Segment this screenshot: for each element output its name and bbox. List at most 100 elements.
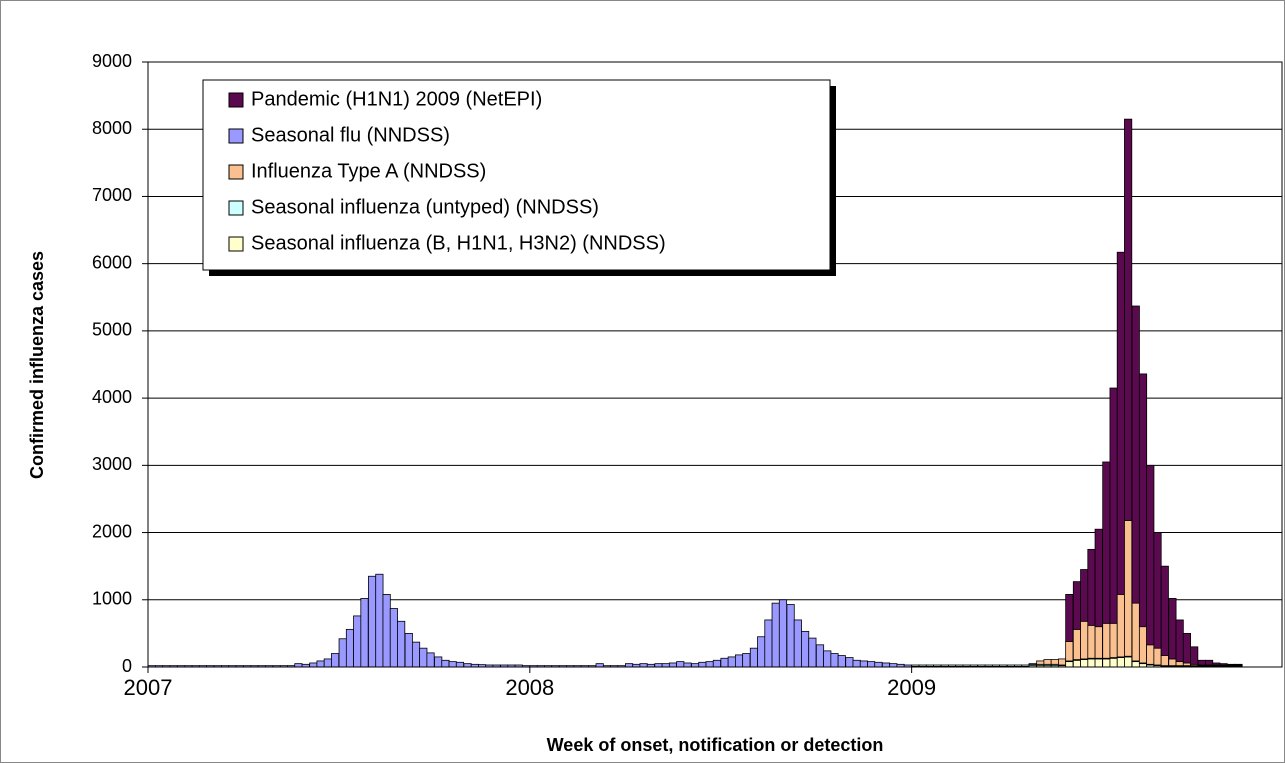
bar-segment	[323, 658, 332, 668]
bar-segment	[1065, 594, 1074, 642]
bar-segment	[852, 659, 861, 668]
bar-segment	[419, 647, 428, 668]
legend-label: Seasonal influenza (untyped) (NNDSS)	[251, 196, 599, 218]
bar-segment	[771, 602, 780, 668]
bar-segment	[1087, 548, 1096, 626]
bar-segment	[1116, 594, 1125, 658]
bar-segment	[859, 660, 868, 668]
legend-swatch	[228, 164, 244, 180]
bar-segment	[1138, 626, 1148, 664]
bar-segment	[1102, 658, 1111, 668]
bar-segment	[778, 599, 788, 668]
bar-segment	[1094, 658, 1103, 668]
bar-segment	[368, 575, 377, 668]
bar-segment	[1131, 305, 1140, 604]
y-tick-label: 7000	[92, 185, 132, 205]
bar-segment	[1043, 659, 1052, 665]
bar-segment	[1124, 656, 1133, 668]
bar-segment	[940, 664, 949, 667]
y-tick-label: 0	[122, 656, 132, 676]
bar-segment	[309, 662, 318, 668]
y-axis-label: Confirmed influenza cases	[27, 251, 47, 479]
bar-segment	[962, 664, 971, 667]
bar-segment	[1087, 658, 1096, 668]
bar-segment	[1109, 657, 1118, 668]
bar-segment	[801, 630, 810, 668]
bar-segment	[1072, 659, 1082, 668]
bar-segment	[705, 661, 714, 668]
bar-segment	[734, 654, 744, 668]
bar-segment	[749, 647, 759, 668]
bar-segment	[1065, 641, 1074, 662]
bar-segment	[1153, 647, 1162, 666]
bar-segment	[668, 662, 678, 668]
bar-segment	[1116, 657, 1125, 668]
bar-segment	[1109, 387, 1118, 624]
bar-segment	[1168, 598, 1177, 660]
bar-segment	[1138, 663, 1148, 668]
bar-segment	[676, 661, 685, 668]
bar-segment	[1006, 664, 1015, 667]
bar-segment	[933, 664, 942, 667]
bar-segment	[426, 652, 435, 668]
bar-segment	[823, 650, 832, 668]
legend-swatch	[228, 128, 244, 144]
bar-segment	[1087, 624, 1096, 659]
bar-segment	[991, 664, 1001, 667]
bar-segment	[757, 636, 766, 668]
bar-segment	[948, 664, 957, 667]
y-tick-label: 3000	[92, 454, 132, 474]
bar-segment	[1197, 659, 1206, 666]
bar-segment	[1116, 251, 1125, 595]
bar-segment	[1080, 569, 1089, 622]
y-tick-label: 8000	[92, 118, 132, 138]
x-tick-label: 2008	[505, 675, 554, 700]
bar-segment	[434, 656, 443, 668]
bar-segment	[845, 657, 854, 668]
bar-segment	[1175, 619, 1184, 663]
bar-segment	[1021, 664, 1030, 667]
bar-segment	[1219, 663, 1228, 666]
legend-swatch	[228, 200, 244, 216]
bar-segment	[1153, 532, 1162, 649]
bar-segment	[1160, 565, 1169, 656]
bar-segment	[441, 659, 450, 668]
bar-segment	[874, 661, 883, 668]
bar-segment	[625, 663, 634, 668]
bar-segment	[1072, 581, 1082, 630]
legend-label: Influenza Type A (NNDSS)	[251, 160, 486, 182]
x-axis-label: Week of onset, notification or detection	[547, 735, 884, 755]
bar-segment	[1168, 658, 1177, 667]
bar-segment	[389, 608, 398, 668]
bar-segment	[1146, 464, 1155, 646]
bar-segment	[1124, 118, 1133, 521]
bar-segment	[1094, 626, 1103, 659]
bar-segment	[742, 653, 751, 668]
bar-segment	[1124, 520, 1133, 657]
bar-segment	[837, 655, 846, 668]
legend-label: Seasonal flu (NNDSS)	[251, 124, 450, 146]
bar-segment	[1146, 644, 1155, 665]
bar-segment	[815, 644, 825, 668]
bar-segment	[1028, 663, 1037, 665]
bar-segment	[683, 662, 692, 668]
bar-segment	[1102, 461, 1111, 624]
bar-segment	[1190, 646, 1199, 665]
bar-segment	[360, 598, 369, 668]
bar-segment	[786, 604, 795, 668]
x-tick-label: 2009	[887, 675, 936, 700]
bar-segment	[867, 661, 876, 668]
bar-segment	[654, 663, 663, 668]
bar-segment	[1160, 655, 1169, 667]
bar-segment	[411, 641, 421, 668]
bar-segment	[639, 663, 648, 668]
bar-segment	[1138, 373, 1148, 628]
bar-segment	[463, 663, 472, 668]
y-tick-label: 4000	[92, 387, 132, 407]
bar-segment	[698, 661, 707, 668]
bar-segment	[955, 664, 964, 667]
y-tick-label: 6000	[92, 252, 132, 272]
bar-segment	[1080, 659, 1089, 668]
bar-segment	[294, 663, 303, 668]
